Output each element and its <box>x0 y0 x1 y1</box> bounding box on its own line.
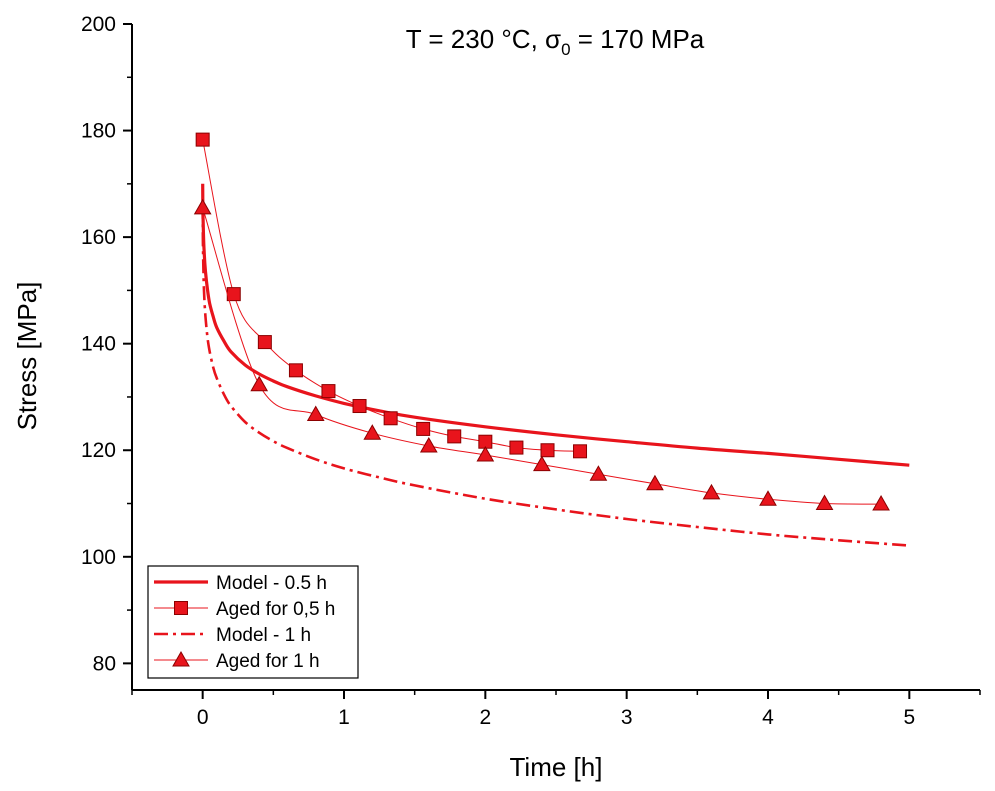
series-4-point <box>815 494 834 511</box>
series-3 <box>201 205 910 547</box>
series-4-point <box>702 483 721 500</box>
series-4-point <box>872 495 890 511</box>
chart-title-sigma: σ <box>545 24 561 54</box>
legend-label-4: Aged for 1 h <box>216 651 320 672</box>
series-1-line <box>201 183 910 467</box>
plot-area: 0 1 2 3 4 5 80 100 120 140 160 180 200 <box>81 13 981 729</box>
series-2-point <box>257 335 272 350</box>
x-tick-label: 1 <box>338 706 350 729</box>
series-4-point <box>476 446 495 462</box>
chart-title-suffix: = 170 MPa <box>571 24 705 54</box>
x-axis-title: Time [h] <box>510 752 603 782</box>
y-tick-label: 100 <box>81 546 116 569</box>
series-4-point <box>250 375 269 392</box>
chart-title: T = 230 °C, σ0 = 170 MPa <box>406 24 705 59</box>
series-4-point <box>193 198 212 215</box>
series-1 <box>201 183 910 467</box>
series-2-point <box>288 363 303 378</box>
x-tick-label: 0 <box>197 706 209 729</box>
y-axis-title: Stress [MPa] <box>12 282 42 431</box>
x-tick-label: 3 <box>621 706 633 729</box>
series-2-point <box>321 384 336 399</box>
series-3-line <box>201 205 910 547</box>
y-tick-label: 80 <box>93 652 116 675</box>
x-tick-label: 4 <box>762 706 774 729</box>
series-2-point <box>573 444 588 459</box>
series-4-point <box>589 465 608 481</box>
series-4-point <box>759 490 777 506</box>
series-2-point <box>195 132 210 147</box>
series-2 <box>195 132 588 459</box>
chart-title-subscript: 0 <box>561 40 570 59</box>
series-2-point <box>383 411 398 426</box>
series-4 <box>193 198 890 511</box>
series-4-point <box>363 424 382 440</box>
series-4-point <box>419 436 438 453</box>
legend-marker-4 <box>172 650 190 667</box>
series-2-point <box>509 440 524 455</box>
series-4-point <box>306 405 325 422</box>
x-tick-label: 5 <box>903 706 915 729</box>
chart-title-prefix: T = 230 °C, <box>406 24 545 54</box>
series-2-line <box>202 139 581 452</box>
series-2-point <box>447 429 462 444</box>
series-4-point <box>533 455 551 472</box>
y-tick-label: 180 <box>81 120 116 143</box>
y-tick-label: 140 <box>81 333 116 356</box>
legend-label-2: Aged for 0,5 h <box>216 599 335 620</box>
y-tick-label: 200 <box>81 13 116 36</box>
legend-label-1: Model - 0.5 h <box>216 573 327 594</box>
series-2-point <box>416 421 431 436</box>
series-4-point <box>646 474 664 491</box>
legend-marker-2 <box>174 601 188 615</box>
y-tick-label: 120 <box>81 439 116 462</box>
x-tick-label: 2 <box>479 706 491 729</box>
series-2-point <box>352 399 367 414</box>
series-2-point <box>540 443 555 458</box>
legend-label-3: Model - 1 h <box>216 625 311 646</box>
legend: Model - 0.5 h Aged for 0,5 h Model - 1 h Ag… <box>147 565 359 679</box>
y-tick-label: 160 <box>81 226 116 249</box>
